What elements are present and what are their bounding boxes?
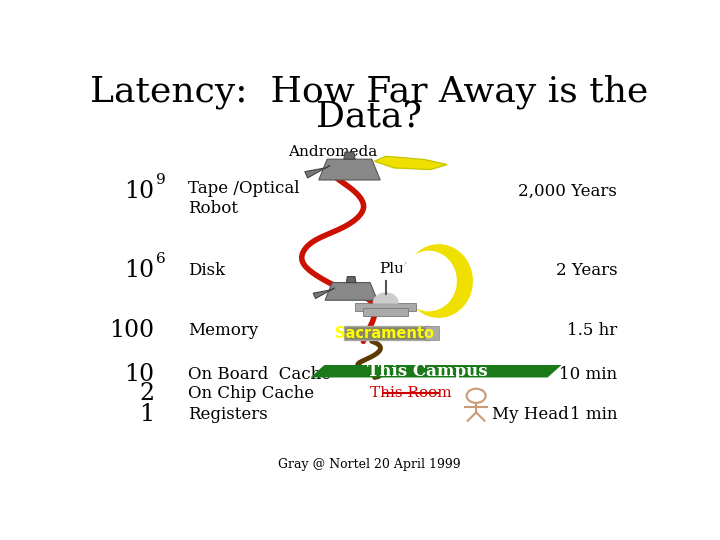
FancyBboxPatch shape bbox=[425, 326, 438, 341]
Text: Latency:  How Far Away is the: Latency: How Far Away is the bbox=[90, 75, 648, 109]
Polygon shape bbox=[405, 245, 472, 317]
Text: Sacramento: Sacramento bbox=[335, 326, 434, 341]
Text: Registers: Registers bbox=[188, 407, 267, 423]
FancyBboxPatch shape bbox=[355, 303, 416, 312]
Polygon shape bbox=[305, 165, 330, 178]
Text: 100: 100 bbox=[109, 320, 154, 342]
Text: Pluto: Pluto bbox=[379, 261, 420, 275]
Text: 10: 10 bbox=[124, 363, 154, 386]
Text: 1 min: 1 min bbox=[570, 407, 617, 423]
Text: 10: 10 bbox=[124, 180, 154, 203]
Text: Data?: Data? bbox=[316, 100, 422, 134]
Text: On Board  Cache: On Board Cache bbox=[188, 366, 330, 383]
Text: 1: 1 bbox=[139, 403, 154, 427]
Polygon shape bbox=[325, 282, 377, 300]
Polygon shape bbox=[374, 293, 398, 303]
Polygon shape bbox=[374, 156, 447, 170]
Text: Gray @ Nortel 20 April 1999: Gray @ Nortel 20 April 1999 bbox=[278, 458, 460, 471]
Polygon shape bbox=[319, 159, 380, 180]
Text: Andromeda: Andromeda bbox=[288, 145, 377, 159]
Polygon shape bbox=[313, 288, 335, 299]
Text: 10 min: 10 min bbox=[559, 366, 617, 383]
Text: 2: 2 bbox=[139, 382, 154, 405]
Text: Memory: Memory bbox=[188, 322, 258, 340]
Polygon shape bbox=[344, 152, 355, 159]
Text: This Room: This Room bbox=[370, 386, 451, 400]
FancyBboxPatch shape bbox=[344, 326, 431, 341]
Polygon shape bbox=[401, 251, 456, 310]
Text: This Campus: This Campus bbox=[367, 363, 488, 380]
Polygon shape bbox=[346, 276, 356, 282]
Text: On Chip Cache: On Chip Cache bbox=[188, 385, 314, 402]
Text: 10: 10 bbox=[124, 259, 154, 282]
Text: My Head: My Head bbox=[492, 406, 569, 423]
Text: 2 Years: 2 Years bbox=[556, 262, 617, 279]
Polygon shape bbox=[310, 365, 562, 377]
FancyBboxPatch shape bbox=[364, 308, 408, 316]
Text: 9: 9 bbox=[156, 173, 166, 187]
Text: 2,000 Years: 2,000 Years bbox=[518, 183, 617, 200]
Text: Tape /Optical
Robot: Tape /Optical Robot bbox=[188, 180, 299, 217]
Text: 6: 6 bbox=[156, 252, 166, 266]
Text: Disk: Disk bbox=[188, 262, 225, 279]
Text: 1.5 hr: 1.5 hr bbox=[567, 322, 617, 340]
